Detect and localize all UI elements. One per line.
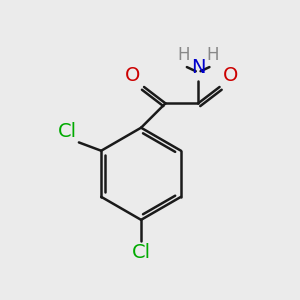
Text: N: N — [191, 58, 206, 76]
Text: O: O — [125, 66, 140, 85]
Text: H: H — [207, 46, 219, 64]
Text: O: O — [223, 66, 238, 85]
Text: Cl: Cl — [57, 122, 76, 141]
Text: H: H — [177, 46, 190, 64]
Text: Cl: Cl — [131, 243, 151, 262]
